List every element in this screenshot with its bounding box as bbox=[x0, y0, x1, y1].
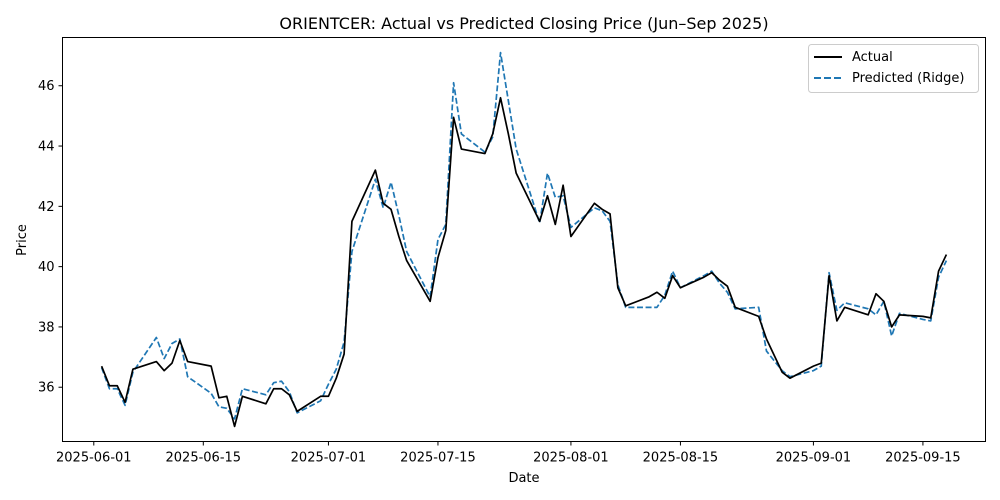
x-axis-label: Date bbox=[508, 471, 539, 486]
x-tick-label: 2025-07-01 bbox=[291, 451, 367, 466]
y-tick-label: 36 bbox=[38, 381, 55, 396]
x-tick-label: 2025-06-01 bbox=[56, 451, 132, 466]
x-tick-label: 2025-08-01 bbox=[533, 451, 609, 466]
y-tick-label: 40 bbox=[38, 260, 55, 275]
x-tick-label: 2025-07-15 bbox=[400, 451, 476, 466]
x-tick-label: 2025-09-15 bbox=[885, 451, 961, 466]
y-axis: 36 38 40 42 44 46 bbox=[38, 79, 63, 396]
y-tick-label: 46 bbox=[38, 79, 55, 94]
legend-label-predicted: Predicted (Ridge) bbox=[852, 71, 964, 86]
y-tick-label: 44 bbox=[38, 140, 55, 155]
series-line-actual bbox=[100, 96, 948, 428]
y-tick-label: 38 bbox=[38, 320, 55, 335]
legend: Actual Predicted (Ridge) bbox=[808, 44, 979, 93]
x-tick-label: 2025-06-15 bbox=[166, 451, 242, 466]
x-axis: 2025-06-01 2025-06-15 2025-07-01 2025-07-15… bbox=[56, 441, 961, 466]
legend-box bbox=[808, 44, 979, 93]
x-tick-label: 2025-09-01 bbox=[776, 451, 852, 466]
x-tick-label: 2025-08-15 bbox=[643, 451, 719, 466]
y-axis-label: Price bbox=[15, 224, 30, 256]
series-line-predicted bbox=[100, 51, 948, 420]
chart-title: ORIENTCER: Actual vs Predicted Closing P… bbox=[279, 14, 768, 33]
series-lines bbox=[100, 51, 948, 428]
legend-label-actual: Actual bbox=[852, 50, 893, 65]
y-tick-label: 42 bbox=[38, 200, 55, 215]
plot-frame bbox=[62, 37, 986, 442]
